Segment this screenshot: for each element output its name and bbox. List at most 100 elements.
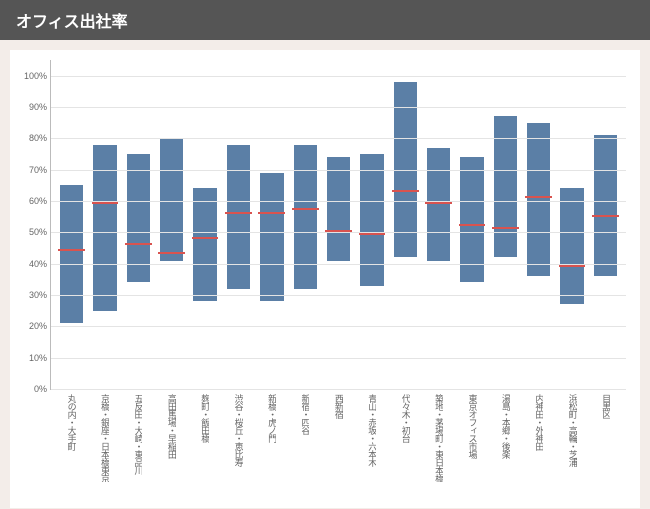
bar-slot [455,60,488,389]
range-bar [227,145,250,289]
bar-slot [322,60,355,389]
range-bar [60,185,83,323]
x-label-slot: 代々木・初台 [388,390,421,482]
bar-slot [122,60,155,389]
gridline [51,264,626,265]
bar-slot [355,60,388,389]
x-tick-label: 高田馬場・早稲田 [166,394,176,482]
x-tick-label: 青山・赤坂・六本木 [366,394,376,482]
gridline [51,76,626,77]
x-label-slot: 五反田・大崎・東品川 [121,390,154,482]
x-label-slot: 渋谷・桜丘・恵比寿 [221,390,254,482]
x-tick-label: 代々木・初台 [400,394,410,482]
y-tick-label: 50% [19,227,47,237]
median-marker [92,202,119,204]
x-label-slot: 新宿・四谷 [288,390,321,482]
x-tick-label: 新宿・四谷 [300,394,310,482]
x-tick-label: 築地・茅場町・東日本橋 [433,394,443,482]
median-marker [592,215,619,217]
y-tick-label: 60% [19,196,47,206]
y-tick-label: 80% [19,133,47,143]
gridline [51,358,626,359]
median-marker [258,212,285,214]
y-tick-label: 20% [19,321,47,331]
bar-slot [489,60,522,389]
x-label-slot: 目黒区 [589,390,622,482]
median-marker [359,233,386,235]
bar-slot [422,60,455,389]
x-label-slot: 京橋・銀座・日本橋東京 [87,390,120,482]
range-bar [360,154,383,286]
gridline [51,326,626,327]
range-bar [327,157,350,260]
x-label-slot: 麹町・飯田橋 [188,390,221,482]
range-bar [260,173,283,301]
median-marker [559,265,586,267]
range-bar [594,135,617,276]
median-marker [158,252,185,254]
x-label-slot: 新橋・虎ノ門 [254,390,287,482]
bars-container [51,60,626,389]
bar-slot [555,60,588,389]
x-tick-label: 内神田・外神田 [533,394,543,482]
median-marker [192,237,219,239]
x-label-slot: 青山・赤坂・六本木 [355,390,388,482]
x-label-slot: 丸の内・大手町 [54,390,87,482]
y-tick-label: 10% [19,353,47,363]
bar-slot [55,60,88,389]
x-tick-label: 京橋・銀座・日本橋東京 [99,394,109,482]
gridline [51,201,626,202]
y-tick-label: 30% [19,290,47,300]
median-marker [492,227,519,229]
range-bar [193,188,216,301]
median-marker [459,224,486,226]
gridline [51,232,626,233]
median-marker [525,196,552,198]
median-marker [125,243,152,245]
bar-slot [589,60,622,389]
range-bar [294,145,317,289]
x-tick-label: 湯島・本郷・後楽 [500,394,510,482]
median-marker [225,212,252,214]
x-tick-label: 渋谷・桜丘・恵比寿 [233,394,243,482]
y-tick-label: 70% [19,165,47,175]
median-marker [292,208,319,210]
y-tick-label: 90% [19,102,47,112]
gridline [51,170,626,171]
attendance-chart: 0%10%20%30%40%50%60%70%80%90%100% 丸の内・大手… [10,50,640,508]
x-label-slot: 湯島・本郷・後楽 [488,390,521,482]
bar-slot [88,60,121,389]
x-label-slot: 内神田・外神田 [522,390,555,482]
median-marker [425,202,452,204]
x-tick-label: 丸の内・大手町 [66,394,76,482]
bar-slot [155,60,188,389]
x-tick-label: 東京オフィス市場 [467,394,477,482]
range-bar [160,138,183,260]
y-tick-label: 100% [19,71,47,81]
x-label-slot: 築地・茅場町・東日本橋 [421,390,454,482]
range-bar [427,148,450,261]
x-tick-label: 浜松町・高輪・芝浦 [567,394,577,482]
range-bar [560,188,583,304]
x-label-slot: 浜松町・高輪・芝浦 [555,390,588,482]
bar-slot [222,60,255,389]
x-label-slot: 東京オフィス市場 [455,390,488,482]
median-marker [58,249,85,251]
bar-slot [255,60,288,389]
x-tick-label: 新橋・虎ノ門 [266,394,276,482]
gridline [51,295,626,296]
range-bar [527,123,550,277]
gridline [51,107,626,108]
gridline [51,138,626,139]
bar-slot [289,60,322,389]
bar-slot [522,60,555,389]
x-tick-label: 目黒区 [600,394,610,482]
x-tick-label: 五反田・大崎・東品川 [133,394,143,482]
bar-slot [389,60,422,389]
y-tick-label: 0% [19,384,47,394]
gridline [51,389,626,390]
x-tick-label: 麹町・飯田橋 [199,394,209,482]
x-tick-label: 西新宿 [333,394,343,482]
x-label-slot: 西新宿 [321,390,354,482]
page-title: オフィス出社率 [0,0,650,40]
